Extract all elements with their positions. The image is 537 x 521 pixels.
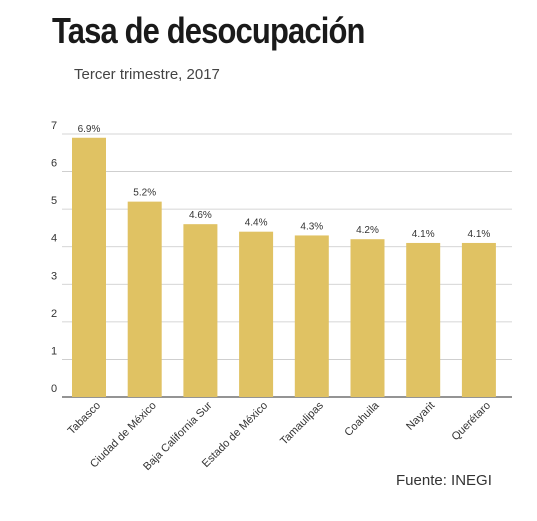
x-tick-label: Nayarit [404, 400, 437, 433]
bar [239, 231, 274, 397]
x-tick-label: Querétaro [450, 400, 494, 444]
x-tick-label: Tabasco [66, 400, 103, 437]
y-tick-label: 7 [51, 120, 57, 132]
bar-data-label: 4.6% [189, 210, 212, 221]
bar [350, 239, 385, 397]
y-tick-label: 1 [51, 345, 57, 357]
bar [72, 137, 106, 397]
bar [294, 235, 329, 397]
y-tick-label: 5 [51, 195, 57, 207]
bar [127, 201, 162, 397]
bar-data-label: 4.4% [245, 218, 268, 229]
y-tick-label: 6 [51, 158, 57, 170]
bar-data-label: 4.3% [300, 221, 323, 232]
bar [406, 242, 441, 397]
y-tick-label: 4 [51, 233, 57, 245]
bar [183, 224, 218, 397]
y-tick-label: 2 [51, 308, 57, 320]
bar-data-label: 4.2% [356, 225, 379, 236]
bars [72, 137, 496, 397]
bar-data-label: 4.1% [468, 229, 491, 240]
source-note: Fuente: INEGI [396, 472, 492, 489]
page-subtitle: Tercer trimestre, 2017 [74, 66, 220, 83]
bar-data-label: 4.1% [412, 229, 435, 240]
x-tick-label: Tamaulipas [278, 399, 326, 447]
bar-data-label: 5.2% [133, 188, 156, 199]
x-tick-label: Coahuila [342, 399, 382, 439]
bar [461, 242, 496, 397]
page-title: Tasa de desocupación [52, 10, 365, 51]
y-tick-label: 0 [51, 383, 57, 395]
y-tick-label: 3 [51, 270, 57, 282]
bar-data-label: 6.9% [78, 124, 101, 135]
y-tick-labels: 0 1 2 3 4 5 6 7 [51, 120, 57, 395]
bar-data-labels: 6.9% 5.2% 4.6% 4.4% 4.3% 4.2% 4.1% 4.1% [78, 124, 491, 240]
